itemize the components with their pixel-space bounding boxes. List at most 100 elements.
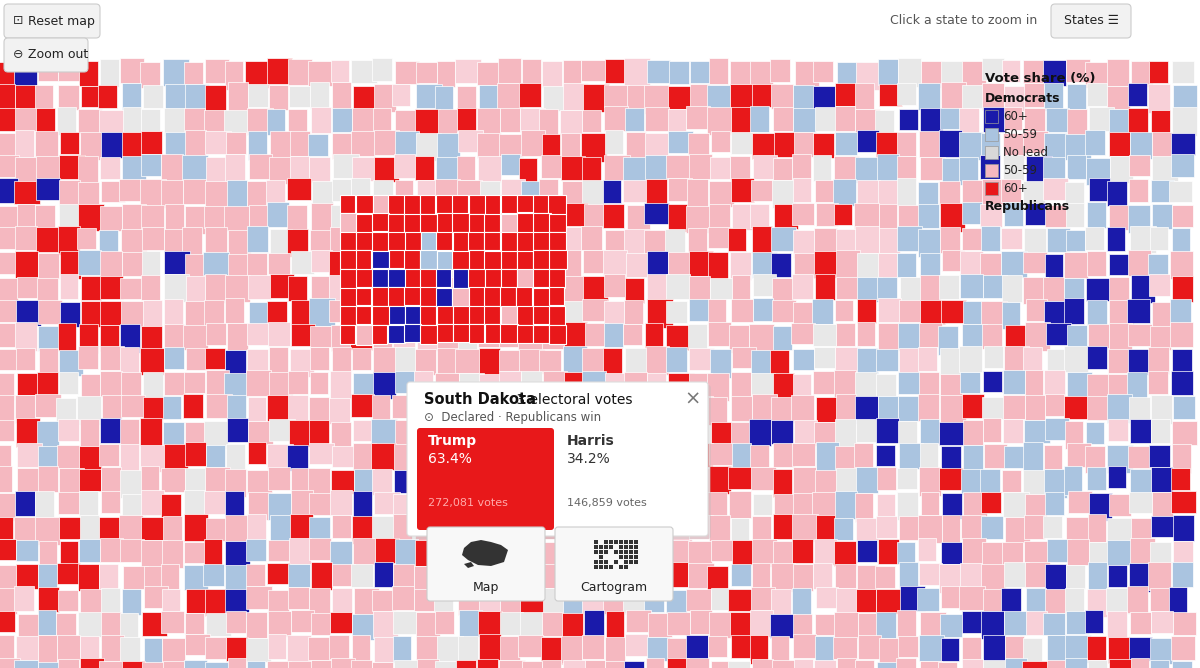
Bar (688, 540, 713, 565)
Bar (340, 250, 358, 269)
Bar (1172, 514, 1194, 540)
Bar (332, 446, 358, 468)
Bar (205, 467, 229, 494)
Bar (182, 179, 206, 204)
Bar (920, 613, 946, 637)
Bar (78, 204, 104, 231)
Bar (835, 300, 853, 321)
Bar (877, 468, 896, 490)
Bar (455, 349, 479, 373)
Bar (500, 612, 523, 635)
Bar (396, 275, 416, 301)
Bar (1004, 86, 1026, 111)
Bar (1088, 107, 1115, 131)
Bar (708, 299, 726, 327)
Bar (352, 614, 378, 640)
Bar (288, 420, 310, 448)
Bar (310, 420, 329, 444)
Bar (773, 108, 793, 132)
Bar (1064, 588, 1085, 616)
Bar (144, 638, 162, 664)
Bar (353, 230, 378, 254)
Bar (562, 394, 583, 421)
Bar (140, 418, 162, 446)
Bar (437, 157, 460, 182)
Bar (142, 540, 167, 568)
Bar (1066, 230, 1085, 251)
Bar (395, 347, 415, 373)
Bar (355, 269, 372, 287)
Bar (1086, 251, 1106, 276)
Bar (161, 494, 181, 518)
Bar (415, 230, 433, 255)
Bar (610, 565, 612, 568)
Bar (1171, 371, 1193, 395)
Bar (331, 422, 350, 448)
Bar (1064, 395, 1088, 419)
Bar (500, 443, 523, 466)
Bar (373, 204, 395, 232)
Bar (497, 274, 517, 302)
Bar (667, 658, 689, 668)
Bar (918, 84, 940, 110)
Bar (434, 300, 455, 325)
Bar (610, 545, 612, 548)
Bar (878, 228, 900, 253)
Bar (1067, 372, 1092, 400)
Bar (1025, 395, 1045, 420)
Bar (562, 301, 583, 325)
Bar (1172, 86, 1198, 108)
Bar (1067, 84, 1086, 110)
Bar (395, 132, 419, 157)
FancyBboxPatch shape (418, 428, 554, 530)
Bar (437, 324, 452, 343)
Bar (269, 590, 289, 616)
Bar (164, 251, 190, 273)
Bar (1172, 396, 1195, 420)
Bar (1085, 130, 1105, 155)
Bar (520, 492, 541, 519)
Bar (60, 251, 82, 279)
Bar (434, 86, 452, 115)
Bar (436, 288, 452, 308)
Bar (1172, 611, 1196, 635)
Text: Vote share (%): Vote share (%) (985, 72, 1096, 85)
Bar (1108, 637, 1132, 663)
Bar (959, 346, 982, 372)
Bar (1172, 562, 1193, 587)
Bar (140, 490, 164, 514)
Bar (604, 204, 624, 228)
Bar (940, 108, 962, 129)
Bar (899, 516, 925, 540)
Bar (1128, 154, 1150, 176)
Bar (668, 61, 689, 84)
Bar (647, 637, 670, 661)
Bar (522, 59, 541, 84)
Bar (522, 661, 542, 668)
Bar (614, 540, 618, 544)
Bar (900, 277, 923, 303)
Text: Map: Map (473, 582, 499, 595)
Bar (340, 232, 356, 250)
Bar (1066, 182, 1084, 208)
Bar (1045, 564, 1066, 591)
Bar (226, 298, 244, 323)
Bar (17, 373, 42, 395)
Bar (1171, 444, 1190, 472)
Bar (959, 157, 978, 184)
Bar (815, 470, 838, 498)
Bar (457, 418, 484, 444)
Bar (288, 276, 307, 301)
Bar (1003, 492, 1030, 517)
Bar (142, 205, 163, 231)
Bar (731, 564, 751, 586)
Bar (290, 468, 314, 494)
Bar (485, 269, 500, 287)
Bar (1151, 516, 1176, 537)
Bar (731, 422, 750, 444)
Bar (14, 587, 34, 611)
Bar (392, 514, 412, 541)
Bar (602, 180, 620, 203)
Bar (770, 589, 791, 615)
Bar (1172, 228, 1190, 257)
